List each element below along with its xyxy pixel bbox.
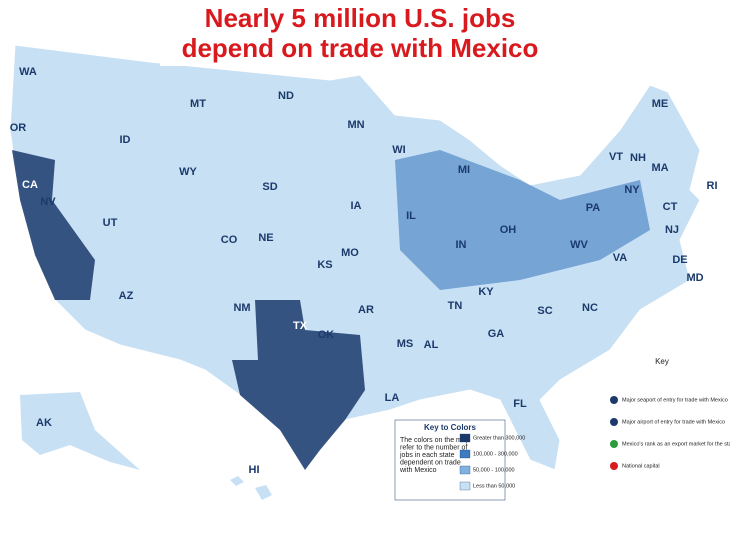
state-label: MA <box>651 162 668 174</box>
state-label: SC <box>537 305 552 317</box>
hawaii <box>230 476 272 500</box>
state-label: RI <box>707 180 718 192</box>
state-label: VT <box>609 151 623 163</box>
state-label: TN <box>448 300 463 312</box>
alaska <box>20 392 140 470</box>
state-label: CO <box>221 234 238 246</box>
title-line-2: depend on trade with Mexico <box>182 33 539 63</box>
state-label: MN <box>347 119 364 131</box>
state-label: VA <box>613 252 628 264</box>
key-label: Major airport of entry for trade with Me… <box>622 419 725 425</box>
state-label: AK <box>36 417 52 429</box>
key-icon <box>610 396 618 404</box>
state-label: AR <box>358 304 374 316</box>
legend-label: Less than 50,000 <box>473 483 515 489</box>
color-key-box <box>394 419 506 501</box>
color-key-title: Key to Colors <box>424 423 477 432</box>
state-label: OH <box>500 224 517 236</box>
state-label: CT <box>663 201 678 213</box>
state-label: IN <box>456 239 467 251</box>
state-label: ID <box>120 134 131 146</box>
state-label: NM <box>233 302 250 314</box>
state-label: AL <box>424 339 439 351</box>
legend-swatch <box>459 465 471 475</box>
legend-label: 50,000 - 100,000 <box>473 467 515 473</box>
state-label: LA <box>385 392 400 404</box>
state-label: WA <box>19 66 37 78</box>
state-label: WI <box>392 144 405 156</box>
state-label: GA <box>488 328 505 340</box>
state-label: PA <box>586 202 601 214</box>
state-label: DE <box>672 254 687 266</box>
state-label: MD <box>686 272 703 284</box>
color-key-text-line: dependent on trade <box>400 459 461 466</box>
state-label: IA <box>351 200 362 212</box>
great-lakes-region <box>395 150 650 290</box>
key-icon <box>610 440 618 448</box>
symbol-key <box>605 355 727 505</box>
state-label: MS <box>397 338 414 350</box>
key-icon <box>610 418 618 426</box>
key-title: Key <box>655 357 669 366</box>
state-label: IL <box>406 210 416 222</box>
texas-region <box>232 300 365 470</box>
key-icon <box>610 462 618 470</box>
us-mainland <box>9 44 701 471</box>
state-label: NJ <box>665 224 679 236</box>
key-label: National capital <box>622 463 660 469</box>
color-key-text-line: The colors on the map <box>400 437 470 444</box>
legend-swatch <box>459 481 471 491</box>
state-label: NE <box>258 232 273 244</box>
state-label: NH <box>630 152 646 164</box>
symbol-key-box <box>605 355 727 505</box>
state-label: NV <box>40 196 56 208</box>
state-label: HI <box>249 464 260 476</box>
legend-label: 100,000 - 300,000 <box>473 451 518 457</box>
state-label: KS <box>317 259 332 271</box>
legend-label: Greater than 300,000 <box>473 435 525 441</box>
color-key-text-line: with Mexico <box>399 467 437 474</box>
state-label: WV <box>570 239 588 251</box>
state-label: CA <box>22 179 38 191</box>
state-label: MI <box>458 164 470 176</box>
state-label: ND <box>278 90 294 102</box>
state-label: KY <box>478 286 494 298</box>
legend-swatch <box>459 433 471 443</box>
color-key-text-line: jobs in each state <box>399 452 455 459</box>
state-label: MT <box>190 98 206 110</box>
state-label: NY <box>624 184 640 196</box>
state-label: OR <box>10 122 27 134</box>
state-label: FL <box>513 398 527 410</box>
key-label: Mexico's rank as an export market for th… <box>622 441 730 447</box>
legend-swatch <box>459 449 471 459</box>
state-label: ME <box>652 98 669 110</box>
state-label: MO <box>341 247 359 259</box>
state-label: AZ <box>119 290 134 302</box>
state-label: UT <box>103 217 118 229</box>
california-region <box>12 150 95 300</box>
state-label: SD <box>262 181 277 193</box>
key-label: Major seaport of entry for trade with Me… <box>622 397 728 403</box>
state-label: NC <box>582 302 598 314</box>
title-backdrop <box>160 2 560 66</box>
title-line-1: Nearly 5 million U.S. jobs <box>205 3 516 33</box>
color-key <box>394 419 506 501</box>
color-key-text: The colors on the map refer to the number… <box>399 437 470 474</box>
state-label: OK <box>318 329 335 341</box>
color-key-text-line: refer to the number of <box>400 444 467 451</box>
state-label: TX <box>293 320 308 332</box>
state-label: WY <box>179 166 197 178</box>
